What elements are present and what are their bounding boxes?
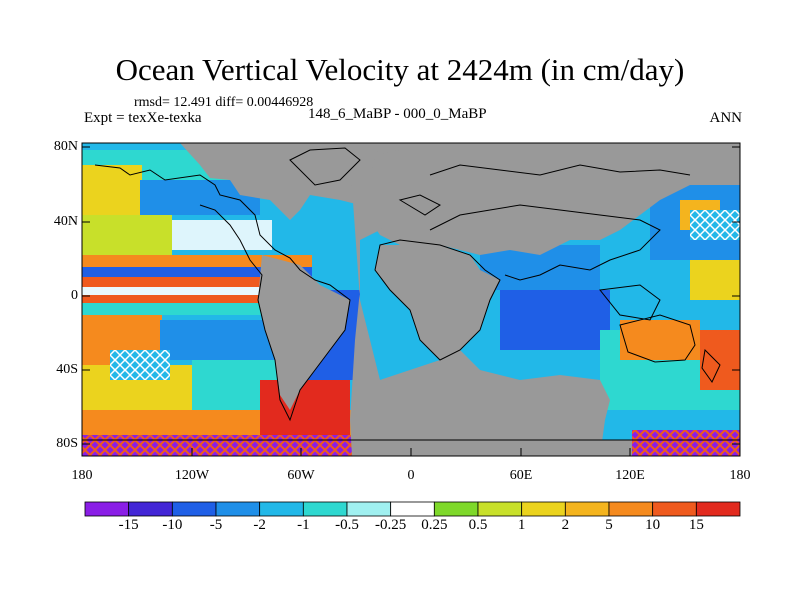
- lat-tick-label: 80N: [53, 139, 78, 154]
- colorbar-swatch: [652, 501, 697, 517]
- colorbar-label: -15: [118, 517, 139, 533]
- colorbar-label: -2: [253, 517, 266, 533]
- colorbar-swatch: [302, 501, 348, 517]
- colorbar-swatch: [171, 501, 217, 517]
- colorbar-swatch: [608, 501, 654, 517]
- lon-tick-label: 180: [71, 468, 93, 483]
- colorbar-swatch: [390, 501, 435, 517]
- lat-tick-label: 40S: [56, 362, 78, 377]
- lat-tick-label: 0: [71, 288, 78, 303]
- comparison-label: 148_6_MaBP - 000_0_MaBP: [308, 106, 487, 122]
- plot-title: Ocean Vertical Velocity at 2424m (in cm/…: [115, 52, 685, 87]
- lon-tick-label: 120W: [174, 468, 210, 483]
- colorbar-swatch: [477, 501, 523, 517]
- lat-tick-label: 40N: [53, 214, 78, 229]
- lon-tick-label: 60E: [509, 468, 533, 483]
- colorbar-label: -0.25: [375, 517, 407, 533]
- colorbar-swatch: [259, 501, 304, 517]
- lon-tick-label: 0: [407, 468, 415, 483]
- lon-tick-label: 60W: [287, 468, 315, 483]
- colorbar-label: -10: [162, 517, 183, 533]
- land-mask: [180, 143, 740, 456]
- lon-tick-label: 120E: [615, 468, 645, 483]
- colorbar-label: -5: [209, 517, 223, 533]
- colorbar-label: 1: [517, 517, 526, 533]
- colorbar-label: -1: [297, 517, 310, 533]
- colorbar-label: -0.5: [335, 517, 359, 533]
- colorbar-label: 10: [645, 517, 661, 533]
- colorbar-swatch: [433, 501, 479, 517]
- stats-line: rmsd= 12.491 diff= 0.00446928: [134, 95, 314, 110]
- colorbar-swatch: [521, 501, 566, 517]
- axis-ticks: [81, 146, 741, 456]
- season-label: ANN: [709, 110, 743, 126]
- colorbar-label: 2: [561, 517, 570, 533]
- coastlines: [82, 147, 740, 441]
- colorbar-swatch: [215, 501, 261, 517]
- colorbar-swatch: [695, 501, 741, 517]
- experiment-label: Expt = texXe-texka: [84, 110, 202, 126]
- colorbar-swatch: [564, 501, 610, 517]
- colorbar-swatch: [346, 501, 392, 517]
- colorbar-label: 0.5: [468, 517, 488, 533]
- lon-tick-label: 180: [729, 468, 751, 483]
- colorbar-label: 0.25: [421, 517, 448, 533]
- colorbar-swatch: [84, 501, 130, 517]
- colorbar-label: 15: [688, 517, 704, 533]
- colorbar-swatch: [128, 501, 173, 517]
- lat-tick-label: 80S: [56, 436, 78, 451]
- colorbar-label: 5: [605, 517, 613, 533]
